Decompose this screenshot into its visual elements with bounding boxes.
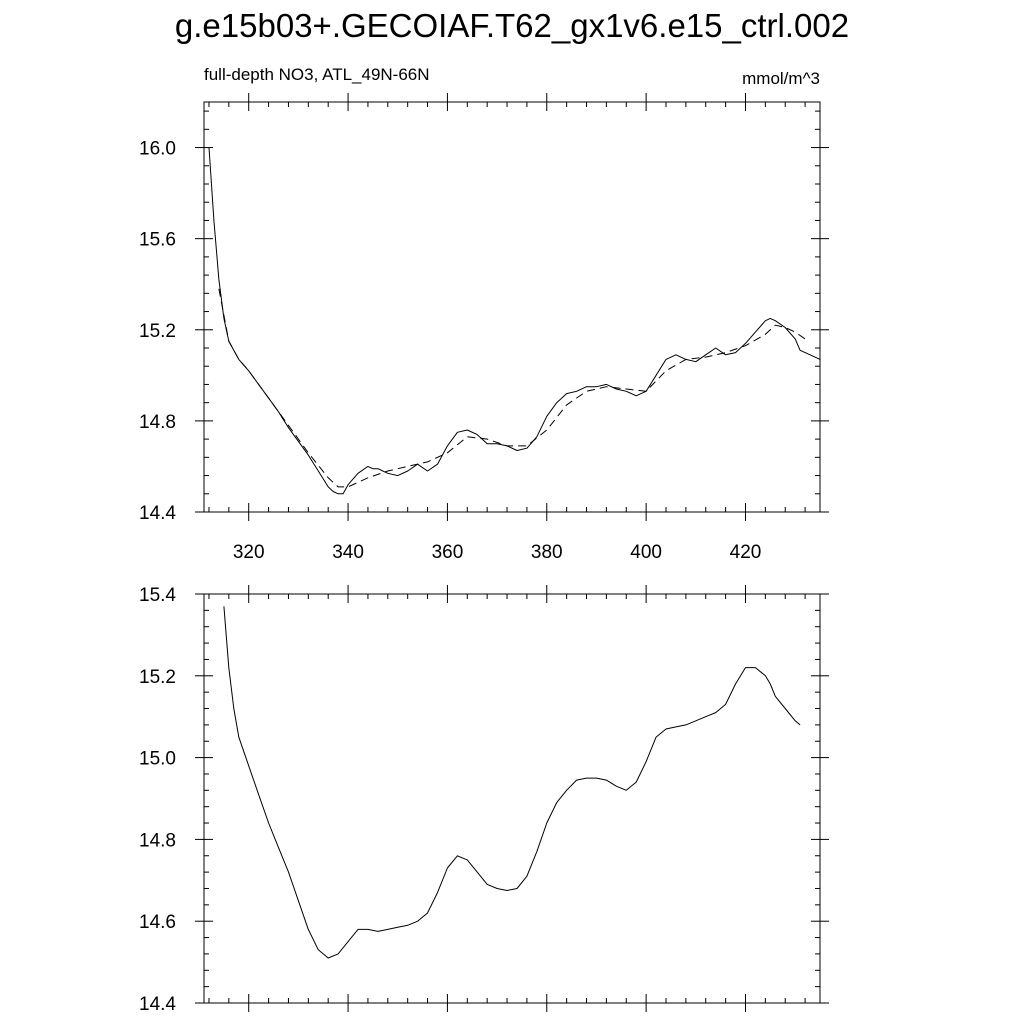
x-tick-label: 380 [531, 542, 563, 563]
series-line [223, 606, 801, 959]
x-tick-label: 420 [730, 542, 762, 563]
y-tick-label: 15.6 [139, 230, 176, 251]
bottom-panel: 14.4 14.6 14.8 15.0 15.2 15.4 [139, 585, 829, 1015]
x-tick-label: 400 [630, 542, 662, 563]
y-tick-label: 15.2 [139, 321, 176, 342]
plot-frame [203, 101, 821, 513]
y-tick-label: 14.4 [139, 503, 176, 524]
y-tick-label: 14.4 [139, 994, 176, 1015]
series-line [208, 147, 821, 495]
y-tick-label: 16.0 [139, 139, 176, 160]
variable-region-label: full-depth NO3, ATL_49N-66N [204, 65, 430, 84]
units-label: mmol/m^3 [742, 69, 820, 88]
top-panel: 320 340 360 380 400 420 14.4 14.8 15.2 15.6 16.0 [139, 93, 829, 563]
chart-main-title: g.e15b03+.GECOIAF.T62_gx1v6.e15_ctrl.002 [174, 7, 850, 44]
smoothed-series-line [218, 288, 806, 488]
x-tick-label: 340 [332, 542, 364, 563]
x-tick-label: 320 [233, 542, 265, 563]
y-tick-label: 14.8 [139, 830, 176, 851]
y-tick-label: 15.2 [139, 667, 176, 688]
plot-frame [203, 593, 821, 1004]
y-tick-label: 15.0 [139, 749, 176, 770]
y-tick-label: 14.8 [139, 412, 176, 433]
x-tick-label: 360 [432, 542, 464, 563]
y-tick-label: 14.6 [139, 912, 176, 933]
y-tick-label: 15.4 [139, 585, 176, 606]
